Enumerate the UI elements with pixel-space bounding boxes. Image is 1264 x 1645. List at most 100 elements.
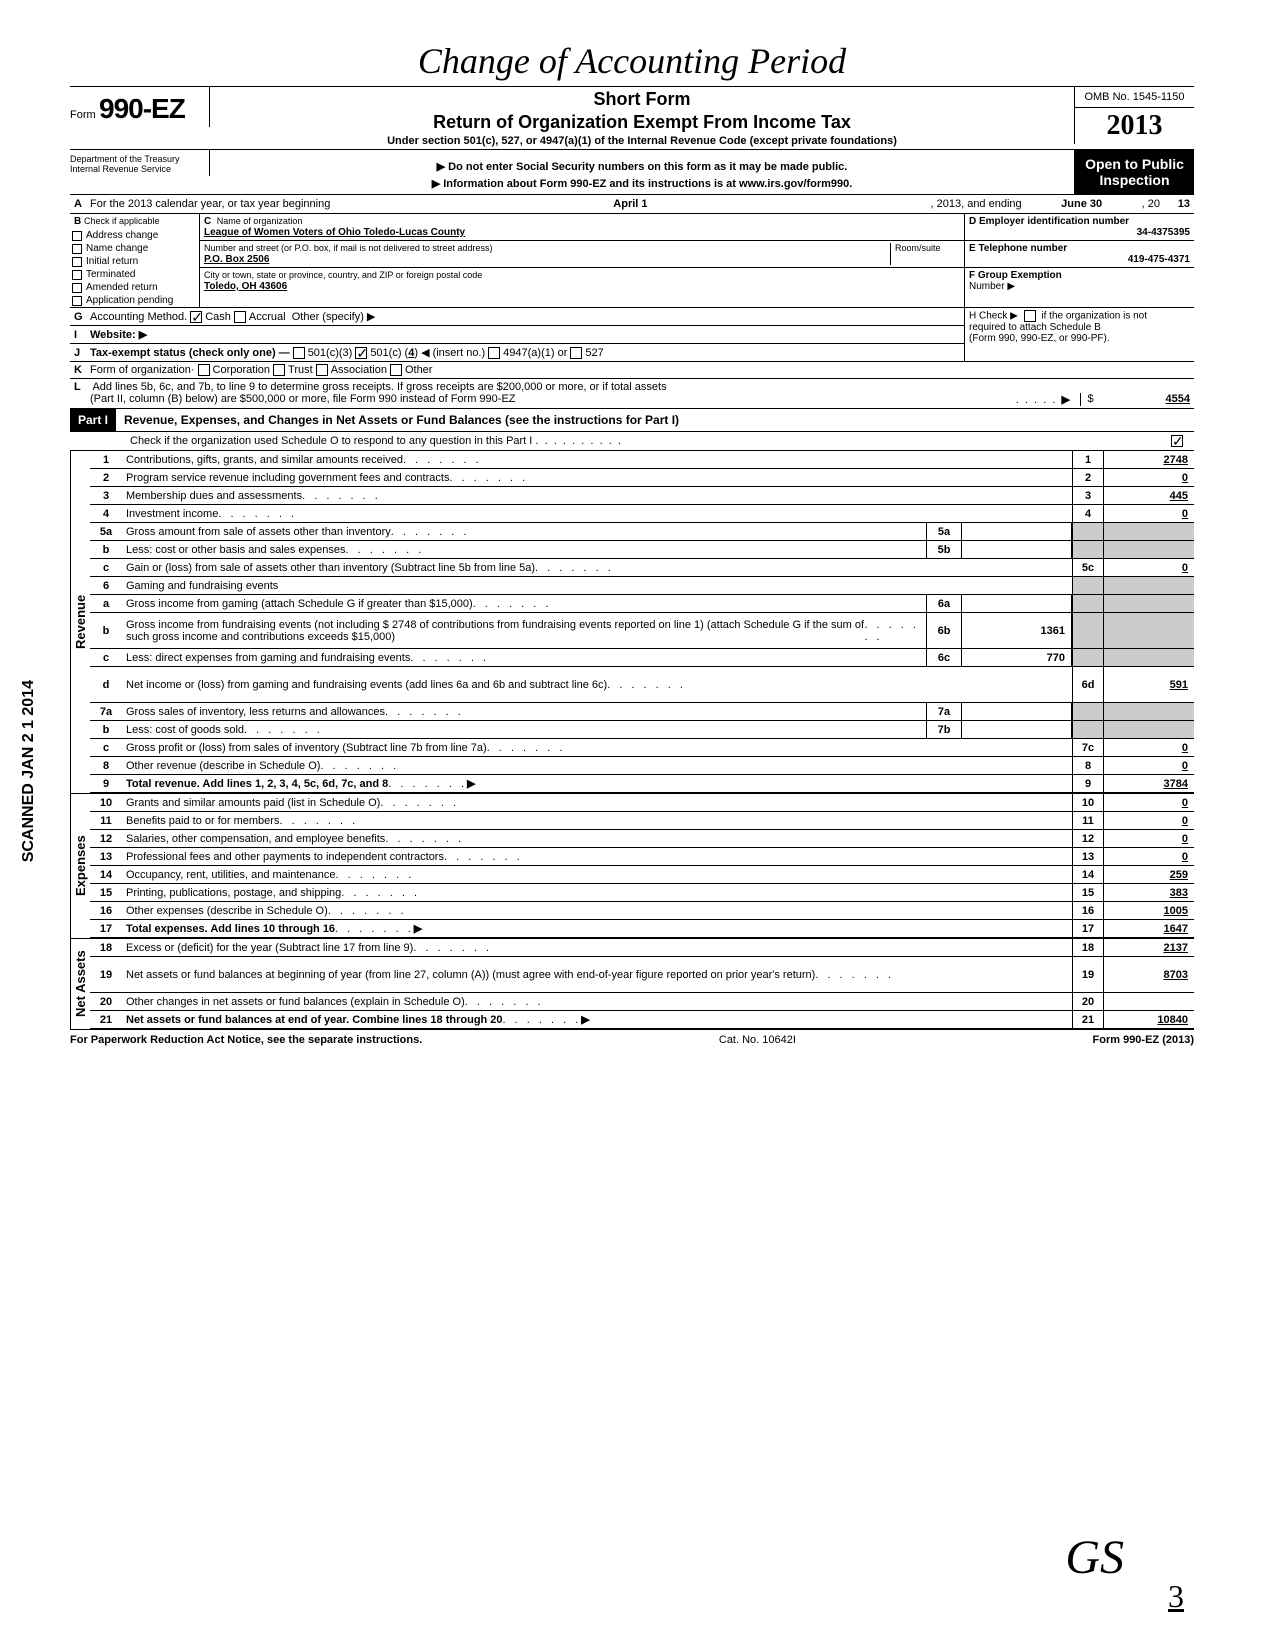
end-line-number — [1072, 523, 1104, 540]
table-row: 8Other revenue (describe in Schedule O) … — [90, 757, 1194, 775]
mid-value: 770 — [962, 649, 1072, 666]
b-item-label: Terminated — [86, 269, 135, 280]
end-value: 10840 — [1104, 1011, 1194, 1028]
row-number: 4 — [90, 506, 122, 522]
row-number: 9 — [90, 776, 122, 792]
end-value: 0 — [1104, 739, 1194, 756]
b-checkbox[interactable] — [72, 257, 82, 267]
trust-label: Trust — [288, 364, 313, 376]
main-title: Return of Organization Exempt From Incom… — [218, 112, 1066, 133]
c-text: Name of organization — [217, 216, 303, 226]
k-letter: K — [74, 364, 90, 376]
signature-initials: GS — [1065, 1530, 1124, 1585]
irs-label: Internal Revenue Service — [70, 164, 205, 174]
b-checkbox[interactable] — [72, 244, 82, 254]
dept-cell: Department of the Treasury Internal Reve… — [70, 150, 210, 176]
check-o-row: Check if the organization used Schedule … — [70, 431, 1194, 450]
end-line-number — [1072, 649, 1104, 666]
501c3-checkbox[interactable] — [293, 347, 305, 359]
end-line-number: 10 — [1072, 794, 1104, 811]
b-checkbox-line: Terminated — [70, 268, 199, 281]
end-value: 2137 — [1104, 939, 1194, 956]
end-value: 0 — [1104, 794, 1194, 811]
row-phone: E Telephone number 419-475-4371 — [965, 241, 1194, 268]
table-row: 11Benefits paid to or for members . . . … — [90, 812, 1194, 830]
end-value: 0 — [1104, 757, 1194, 774]
end-line-number: 16 — [1072, 902, 1104, 919]
h-text: H Check ▶ — [969, 311, 1018, 322]
accrual-checkbox[interactable] — [234, 311, 246, 323]
table-row: bGross income from fundraising events (n… — [90, 613, 1194, 649]
mid-line-number: 5a — [926, 523, 962, 540]
row-description: Other revenue (describe in Schedule O) .… — [122, 757, 1072, 774]
end-value — [1104, 523, 1194, 540]
cash-checkbox[interactable] — [190, 311, 202, 323]
end-value: 383 — [1104, 884, 1194, 901]
row-description: Gross profit or (loss) from sales of inv… — [122, 739, 1072, 756]
assoc-checkbox[interactable] — [316, 364, 328, 376]
h-checkbox[interactable] — [1024, 310, 1036, 322]
line-k: K Form of organization· Corporation Trus… — [70, 361, 1194, 378]
end-line-number — [1072, 721, 1104, 738]
table-row: 6Gaming and fundraising events — [90, 577, 1194, 595]
end-line-number: 12 — [1072, 830, 1104, 847]
info-link: ▶ Information about Form 990-EZ and its … — [218, 177, 1066, 190]
row-org-name: C Name of organization League of Women V… — [200, 214, 964, 241]
row-description: Excess or (deficit) for the year (Subtra… — [122, 939, 1072, 956]
mid-value — [962, 703, 1072, 720]
b-checkbox-line: Application pending — [70, 294, 199, 307]
h-text2: if the organization is not — [1041, 311, 1147, 322]
row-description: Benefits paid to or for members . . . . … — [122, 812, 1072, 829]
line-a-yr: 13 — [1160, 198, 1190, 210]
501c-checkbox[interactable] — [355, 347, 367, 359]
end-value — [1104, 703, 1194, 720]
b-checkbox[interactable] — [72, 283, 82, 293]
line-g: G Accounting Method. Cash Accrual Other … — [70, 308, 964, 325]
row-number: 15 — [90, 885, 122, 901]
end-line-number: 17 — [1072, 920, 1104, 937]
b-checkbox-line: Name change — [70, 242, 199, 255]
row-number: 2 — [90, 470, 122, 486]
end-line-number: 20 — [1072, 993, 1104, 1010]
i-letter: I — [74, 329, 90, 341]
b-checkbox[interactable] — [72, 296, 82, 306]
4947-checkbox[interactable] — [488, 347, 500, 359]
line-l: L Add lines 5b, 6c, and 7b, to line 9 to… — [70, 378, 1194, 408]
row-description: Program service revenue including govern… — [122, 469, 1072, 486]
form-number: 990-EZ — [99, 93, 185, 124]
table-row: cGain or (loss) from sale of assets othe… — [90, 559, 1194, 577]
table-row: 14Occupancy, rent, utilities, and mainte… — [90, 866, 1194, 884]
line-a-begin: April 1 — [330, 198, 930, 210]
tax-year: 2013 — [1075, 108, 1194, 144]
row-description: Gain or (loss) from sale of assets other… — [122, 559, 1072, 576]
netassets-label: Net Assets — [70, 939, 90, 1029]
schedule-o-checkbox[interactable] — [1171, 435, 1183, 447]
form-number-cell: Form 990-EZ — [70, 87, 210, 127]
l-letter: L — [74, 381, 90, 393]
end-value: 1005 — [1104, 902, 1194, 919]
end-value: 0 — [1104, 469, 1194, 486]
row-number: b — [90, 542, 122, 558]
trust-checkbox[interactable] — [273, 364, 285, 376]
table-row: 4Investment income . . . . . . .40 — [90, 505, 1194, 523]
other-checkbox[interactable] — [390, 364, 402, 376]
table-row: 16Other expenses (describe in Schedule O… — [90, 902, 1194, 920]
table-row: 18Excess or (deficit) for the year (Subt… — [90, 939, 1194, 957]
b-checkbox[interactable] — [72, 231, 82, 241]
ein-value: 34-4375395 — [969, 227, 1190, 238]
b-checkbox[interactable] — [72, 270, 82, 280]
col-c: C Name of organization League of Women V… — [200, 214, 964, 307]
row-description: Membership dues and assessments . . . . … — [122, 487, 1072, 504]
end-line-number — [1072, 703, 1104, 720]
line-a-text2: , 2013, and ending — [931, 198, 1022, 210]
col-b: B Check if applicable Address changeName… — [70, 214, 200, 307]
end-value: 259 — [1104, 866, 1194, 883]
open-public-1: Open to Public — [1077, 156, 1192, 172]
corp-checkbox[interactable] — [198, 364, 210, 376]
end-value: 0 — [1104, 830, 1194, 847]
row-description: Total expenses. Add lines 10 through 16 … — [122, 920, 1072, 937]
501c-label2: ) ◀ (insert no.) — [414, 346, 485, 359]
527-checkbox[interactable] — [570, 347, 582, 359]
form-prefix: Form — [70, 109, 96, 121]
line-a-end: June 30 — [1022, 198, 1142, 210]
